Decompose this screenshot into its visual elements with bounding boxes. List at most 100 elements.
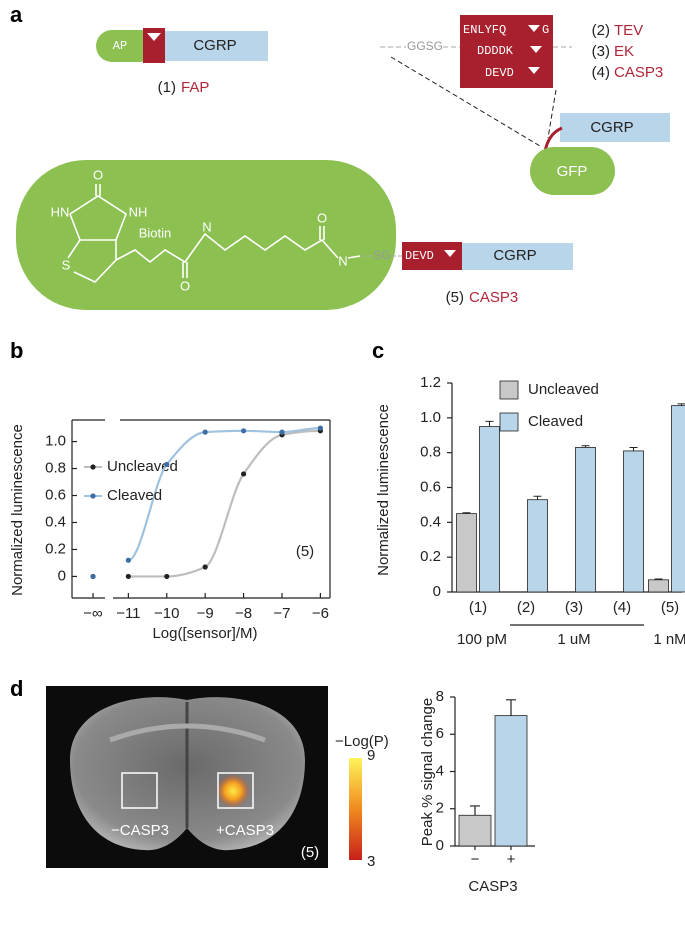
x-tick-label: (1): [469, 599, 487, 616]
bar: [527, 499, 548, 593]
activation: [216, 774, 250, 808]
linker-label: GGSG: [407, 39, 443, 53]
gfp-domain: [530, 147, 615, 195]
y-tick-label: 0.2: [45, 540, 66, 557]
legend-label: Uncleaved: [107, 458, 178, 475]
annotation: (5): [296, 543, 314, 560]
cut-arrow: [528, 25, 540, 32]
site-seq: DDDDK: [477, 44, 514, 58]
x-tick-label: (4): [613, 599, 631, 616]
panel-label: a: [10, 2, 23, 27]
error-bar: [581, 445, 590, 448]
atom: HN: [51, 204, 70, 219]
x-tick-label: −11: [116, 605, 140, 622]
colorbar-tick: 3: [367, 853, 375, 870]
data-point: [125, 557, 131, 563]
cgrp-box: [165, 31, 268, 61]
data-point: [240, 428, 247, 434]
error-bar: [462, 512, 471, 514]
image-annotation: (5): [301, 844, 319, 861]
cleavage-site: [143, 28, 165, 63]
data-point: [125, 573, 131, 580]
y-tick-label: 0.4: [420, 513, 441, 530]
panel-label: c: [372, 338, 384, 363]
data-point: [202, 429, 208, 435]
x-axis-label: Log([sensor]/M): [152, 625, 257, 642]
bar: [494, 715, 528, 847]
legend-label: Cleaved: [107, 487, 162, 504]
panel-label: b: [10, 338, 23, 363]
site-tail: G: [542, 23, 549, 37]
roi: [121, 772, 158, 809]
data-point: [90, 573, 96, 580]
y-tick-label: 0.8: [420, 444, 441, 461]
x-tick-label: (2): [517, 599, 535, 616]
cgrp-label: CGRP: [590, 119, 633, 136]
y-axis-label: Normalized luminescence: [9, 424, 26, 596]
group-label: 100 pM: [457, 631, 507, 648]
y-tick-label: 0.2: [420, 548, 441, 565]
colorbar: [349, 758, 362, 860]
bar: [479, 426, 500, 593]
error-bar: [533, 495, 542, 500]
site-seq: DEVD: [485, 66, 514, 80]
cgrp-label: CGRP: [493, 247, 536, 264]
y-tick-label: 1.2: [420, 374, 441, 391]
x-tick-label: (3): [565, 599, 583, 616]
y-tick-label: 0: [433, 583, 441, 600]
data-point: [164, 573, 170, 580]
data-point: [317, 425, 323, 431]
error-bar: [506, 699, 516, 716]
zoom-line: [547, 89, 557, 139]
group-label: 1 uM: [557, 631, 590, 648]
y-tick-label: 0.6: [420, 478, 441, 495]
cgrp-label: CGRP: [193, 37, 236, 54]
error-bar: [677, 403, 685, 406]
y-tick-label: 6: [436, 725, 444, 742]
legend-swatch: [499, 380, 519, 400]
y-tick-label: 1.0: [45, 433, 66, 450]
corpus-callosum: [109, 723, 266, 743]
colorbar-label: −Log(P): [335, 733, 389, 750]
atom: O: [180, 278, 190, 293]
roi: [217, 772, 254, 809]
bar: [575, 447, 596, 593]
y-tick-label: 8: [436, 688, 444, 705]
y-tick-label: 0.8: [45, 460, 66, 477]
site-seq: DEVD: [405, 249, 434, 263]
y-tick-label: 2: [436, 800, 444, 817]
legend-marker: [90, 464, 96, 470]
ap-label: AP: [113, 39, 127, 53]
cgrp-box: [560, 113, 670, 142]
cut-arrow: [528, 67, 540, 74]
x-tick-label: (5): [661, 599, 679, 616]
biotin-label: Biotin: [139, 225, 172, 240]
y-axis-label: Normalized luminescence: [375, 404, 392, 576]
construct-name: CASP3: [469, 289, 518, 306]
atom: S: [62, 257, 71, 272]
y-tick-label: 1.0: [420, 409, 441, 426]
cgrp-box: [462, 243, 573, 270]
legend-marker: [90, 493, 96, 499]
x-tick-label: −: [471, 851, 480, 868]
x-tick-label: −9: [197, 605, 214, 622]
cut-arrow: [530, 46, 542, 53]
bar: [623, 450, 644, 593]
biotin-structure: [67, 184, 361, 283]
x-axis-label: CASP3: [468, 878, 517, 895]
x-tick-label: −∞: [83, 605, 103, 622]
error-bar: [485, 420, 494, 427]
construct-number: (4): [592, 64, 610, 81]
construct-number: (5): [446, 289, 464, 306]
x-tick-label: −7: [273, 605, 290, 622]
bar: [456, 513, 477, 593]
atom: O: [93, 167, 103, 182]
data-point: [202, 564, 208, 570]
atom: NH: [129, 204, 148, 219]
site-seq: ENLYFQ: [463, 23, 506, 37]
data-point: [240, 471, 247, 477]
error-bar: [470, 805, 480, 816]
legend-label: Uncleaved: [528, 381, 599, 398]
data-point: [279, 429, 285, 435]
